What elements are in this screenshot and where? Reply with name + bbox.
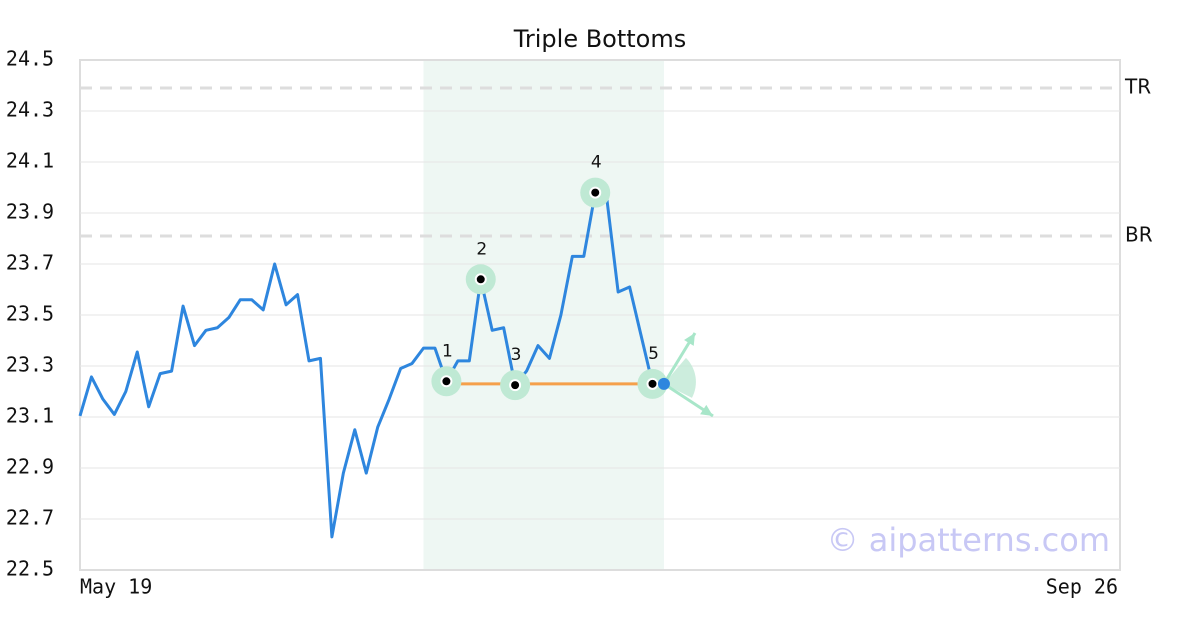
projection-fan <box>663 357 696 398</box>
arrow-head <box>684 333 695 346</box>
chart-title: Triple Bottoms <box>513 25 687 53</box>
y-tick-label: 23.3 <box>6 353 54 377</box>
price-line <box>78 191 654 539</box>
y-tick-label: 24.1 <box>6 149 54 173</box>
y-tick-label: 22.7 <box>6 506 54 530</box>
pattern-label: 4 <box>591 153 602 173</box>
y-tick-label: 22.9 <box>6 455 54 479</box>
pattern-point <box>474 273 487 286</box>
pattern-point <box>509 379 522 392</box>
y-tick-label: 23.9 <box>6 200 54 224</box>
level-label: BR <box>1125 222 1153 246</box>
x-tick-label: May 19 <box>80 575 152 599</box>
y-tick-label: 23.1 <box>6 404 54 428</box>
pattern-point <box>440 375 453 388</box>
level-label: TR <box>1124 75 1151 99</box>
pattern-point <box>646 377 659 390</box>
arrow-head <box>700 404 713 416</box>
current-point <box>657 377 670 390</box>
y-tick-label: 24.3 <box>6 98 54 122</box>
watermark: © aipatterns.com <box>827 521 1110 559</box>
pattern-label: 3 <box>511 345 522 365</box>
pattern-label: 1 <box>442 341 453 361</box>
pattern-point <box>589 186 602 199</box>
y-tick-label: 24.5 <box>6 47 54 71</box>
pattern-label: 2 <box>476 239 487 259</box>
pattern-label: 5 <box>648 344 659 364</box>
x-tick-label: Sep 26 <box>1046 575 1118 599</box>
y-tick-label: 23.5 <box>6 302 54 326</box>
y-tick-label: 22.5 <box>6 557 54 581</box>
y-tick-label: 23.7 <box>6 251 54 275</box>
